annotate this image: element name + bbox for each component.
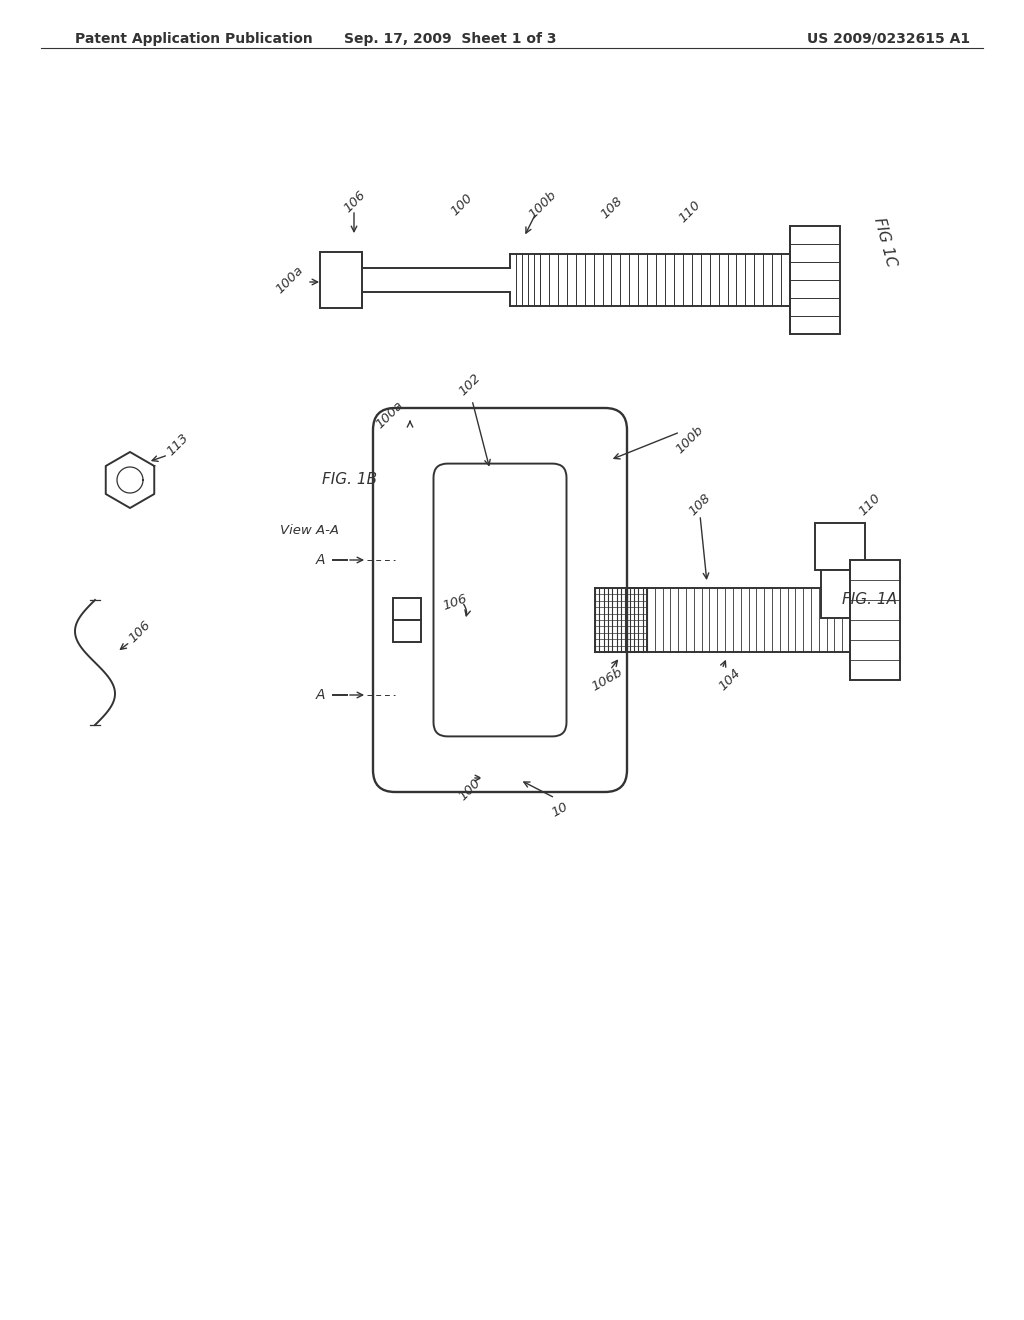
Bar [319, 252, 362, 308]
Text: 106b: 106b [589, 667, 625, 694]
Text: 100b: 100b [526, 189, 559, 222]
Text: Sep. 17, 2009  Sheet 1 of 3: Sep. 17, 2009 Sheet 1 of 3 [344, 32, 556, 46]
Bar [790, 226, 840, 334]
Text: 10: 10 [550, 800, 570, 820]
Bar [393, 620, 421, 642]
Text: 108: 108 [686, 491, 714, 519]
FancyBboxPatch shape [373, 408, 627, 792]
Text: 106: 106 [342, 189, 369, 215]
Text: 100a: 100a [374, 399, 407, 432]
Bar [821, 570, 859, 618]
Text: FIG 1C: FIG 1C [871, 215, 899, 268]
Text: 102: 102 [457, 371, 483, 399]
FancyBboxPatch shape [433, 463, 566, 737]
Text: 100: 100 [449, 191, 475, 219]
Text: FIG. 1A: FIG. 1A [843, 593, 897, 607]
Text: 106: 106 [127, 619, 154, 645]
Text: 106: 106 [441, 591, 469, 612]
Text: 110: 110 [856, 491, 884, 519]
Text: A: A [315, 553, 325, 568]
Text: 100: 100 [457, 776, 483, 804]
Text: FIG. 1B: FIG. 1B [323, 473, 378, 487]
Bar [393, 598, 421, 620]
Text: 100a: 100a [273, 264, 306, 297]
Text: 100b: 100b [674, 424, 707, 457]
Text: US 2009/0232615 A1: US 2009/0232615 A1 [807, 32, 970, 46]
Bar [850, 560, 900, 680]
Text: 110: 110 [677, 198, 703, 226]
Text: View A-A: View A-A [281, 524, 340, 536]
Text: Patent Application Publication: Patent Application Publication [75, 32, 312, 46]
Text: A: A [315, 688, 325, 702]
Text: 104: 104 [717, 667, 743, 693]
Text: 108: 108 [598, 194, 626, 222]
Text: 113: 113 [165, 432, 191, 458]
Bar [815, 523, 865, 570]
